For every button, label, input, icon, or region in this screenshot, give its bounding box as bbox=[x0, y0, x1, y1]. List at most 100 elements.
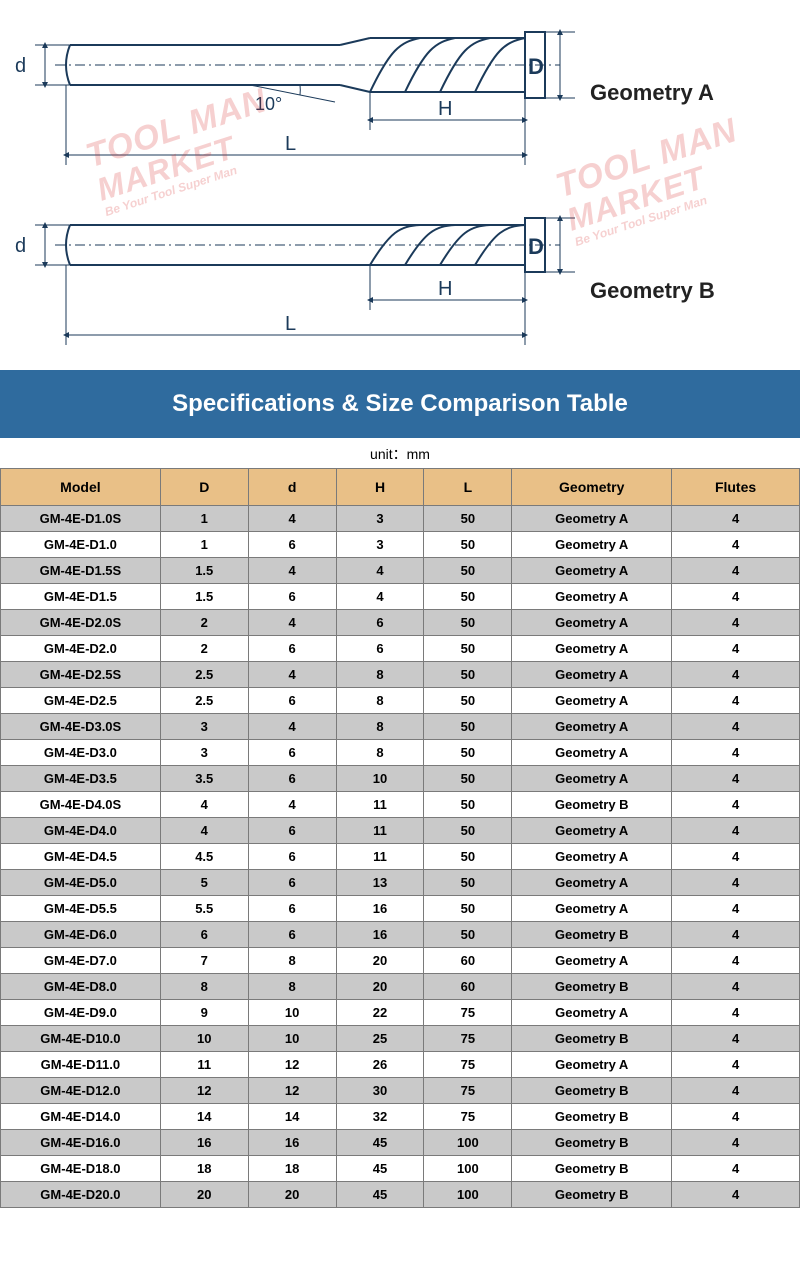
table-row: GM-4E-D9.09102275Geometry A4 bbox=[1, 1000, 800, 1026]
table-header-row: ModelDdHLGeometryFlutes bbox=[1, 469, 800, 506]
table-cell: 100 bbox=[424, 1130, 512, 1156]
table-cell: Geometry B bbox=[512, 922, 672, 948]
table-cell: 75 bbox=[424, 1052, 512, 1078]
table-cell: 6 bbox=[248, 740, 336, 766]
table-cell: 4 bbox=[248, 610, 336, 636]
table-header-cell: L bbox=[424, 469, 512, 506]
table-cell: 1 bbox=[160, 532, 248, 558]
table-cell: 16 bbox=[336, 922, 424, 948]
table-cell: 50 bbox=[424, 688, 512, 714]
table-cell: 8 bbox=[248, 974, 336, 1000]
table-cell: GM-4E-D4.0 bbox=[1, 818, 161, 844]
table-cell: 5.5 bbox=[160, 896, 248, 922]
table-cell: 5 bbox=[160, 870, 248, 896]
table-cell: 50 bbox=[424, 844, 512, 870]
table-cell: 4 bbox=[672, 610, 800, 636]
table-cell: Geometry A bbox=[512, 1000, 672, 1026]
table-row: GM-4E-D12.012123075Geometry B4 bbox=[1, 1078, 800, 1104]
table-cell: 4 bbox=[672, 1052, 800, 1078]
table-cell: 6 bbox=[248, 818, 336, 844]
table-cell: 2.5 bbox=[160, 662, 248, 688]
table-cell: GM-4E-D2.5 bbox=[1, 688, 161, 714]
table-cell: 4 bbox=[672, 792, 800, 818]
table-header-cell: Geometry bbox=[512, 469, 672, 506]
table-cell: 4 bbox=[672, 740, 800, 766]
table-row: GM-4E-D3.0S34850Geometry A4 bbox=[1, 714, 800, 740]
table-cell: 3 bbox=[336, 532, 424, 558]
table-cell: 50 bbox=[424, 662, 512, 688]
table-cell: 8 bbox=[336, 662, 424, 688]
table-cell: 18 bbox=[160, 1156, 248, 1182]
table-row: GM-4E-D5.55.561650Geometry A4 bbox=[1, 896, 800, 922]
table-title: Specifications & Size Comparison Table bbox=[0, 370, 800, 438]
table-cell: 2.5 bbox=[160, 688, 248, 714]
table-cell: 50 bbox=[424, 740, 512, 766]
table-cell: 75 bbox=[424, 1104, 512, 1130]
table-cell: 4 bbox=[672, 662, 800, 688]
geometry-a-label: Geometry A bbox=[590, 80, 714, 106]
table-cell: 12 bbox=[160, 1078, 248, 1104]
table-cell: GM-4E-D2.0S bbox=[1, 610, 161, 636]
table-cell: 25 bbox=[336, 1026, 424, 1052]
table-cell: 32 bbox=[336, 1104, 424, 1130]
dim-D-b: D bbox=[528, 234, 544, 259]
table-cell: 11 bbox=[336, 844, 424, 870]
table-row: GM-4E-D16.0161645100Geometry B4 bbox=[1, 1130, 800, 1156]
table-cell: GM-4E-D14.0 bbox=[1, 1104, 161, 1130]
table-cell: 4 bbox=[672, 584, 800, 610]
table-row: GM-4E-D7.0782060Geometry A4 bbox=[1, 948, 800, 974]
table-cell: 6 bbox=[336, 610, 424, 636]
table-cell: Geometry B bbox=[512, 1078, 672, 1104]
table-cell: 6 bbox=[248, 922, 336, 948]
table-cell: 20 bbox=[248, 1182, 336, 1208]
dim-d-b: d bbox=[15, 235, 26, 257]
table-row: GM-4E-D1.51.56450Geometry A4 bbox=[1, 584, 800, 610]
table-row: GM-4E-D20.0202045100Geometry B4 bbox=[1, 1182, 800, 1208]
geometry-diagrams: TOOL MAN MARKET Be Your Tool Super Man T… bbox=[0, 0, 800, 370]
table-cell: 8 bbox=[336, 714, 424, 740]
table-cell: 50 bbox=[424, 636, 512, 662]
table-cell: 2 bbox=[160, 610, 248, 636]
table-cell: 75 bbox=[424, 1026, 512, 1052]
table-row: GM-4E-D2.52.56850Geometry A4 bbox=[1, 688, 800, 714]
table-cell: 6 bbox=[248, 584, 336, 610]
table-cell: 8 bbox=[336, 740, 424, 766]
table-cell: GM-4E-D16.0 bbox=[1, 1130, 161, 1156]
table-cell: 50 bbox=[424, 922, 512, 948]
table-cell: Geometry A bbox=[512, 610, 672, 636]
table-cell: Geometry B bbox=[512, 1104, 672, 1130]
table-row: GM-4E-D14.014143275Geometry B4 bbox=[1, 1104, 800, 1130]
table-cell: 6 bbox=[248, 870, 336, 896]
table-cell: 50 bbox=[424, 896, 512, 922]
table-cell: GM-4E-D8.0 bbox=[1, 974, 161, 1000]
dim-L-a: L bbox=[285, 133, 296, 155]
table-cell: 30 bbox=[336, 1078, 424, 1104]
table-cell: GM-4E-D2.5S bbox=[1, 662, 161, 688]
table-cell: 4 bbox=[672, 1078, 800, 1104]
table-cell: 50 bbox=[424, 818, 512, 844]
table-cell: 4 bbox=[248, 662, 336, 688]
table-cell: 4 bbox=[336, 558, 424, 584]
table-cell: 4 bbox=[672, 1182, 800, 1208]
table-row: GM-4E-D4.54.561150Geometry A4 bbox=[1, 844, 800, 870]
spec-table: ModelDdHLGeometryFlutes GM-4E-D1.0S14350… bbox=[0, 468, 800, 1208]
table-cell: 4 bbox=[160, 792, 248, 818]
table-header-cell: Model bbox=[1, 469, 161, 506]
table-row: GM-4E-D5.0561350Geometry A4 bbox=[1, 870, 800, 896]
angle-label: 10° bbox=[255, 94, 282, 114]
table-cell: GM-4E-D4.0S bbox=[1, 792, 161, 818]
table-cell: 50 bbox=[424, 584, 512, 610]
table-cell: 4 bbox=[248, 792, 336, 818]
table-cell: GM-4E-D1.0 bbox=[1, 532, 161, 558]
table-cell: 75 bbox=[424, 1000, 512, 1026]
table-row: GM-4E-D11.011122675Geometry A4 bbox=[1, 1052, 800, 1078]
table-cell: 4 bbox=[672, 558, 800, 584]
table-cell: GM-4E-D7.0 bbox=[1, 948, 161, 974]
table-header-cell: Flutes bbox=[672, 469, 800, 506]
table-cell: Geometry B bbox=[512, 974, 672, 1000]
table-cell: 14 bbox=[160, 1104, 248, 1130]
table-cell: Geometry B bbox=[512, 792, 672, 818]
table-cell: 4 bbox=[672, 766, 800, 792]
dim-H-a: H bbox=[438, 98, 452, 120]
table-cell: 10 bbox=[336, 766, 424, 792]
